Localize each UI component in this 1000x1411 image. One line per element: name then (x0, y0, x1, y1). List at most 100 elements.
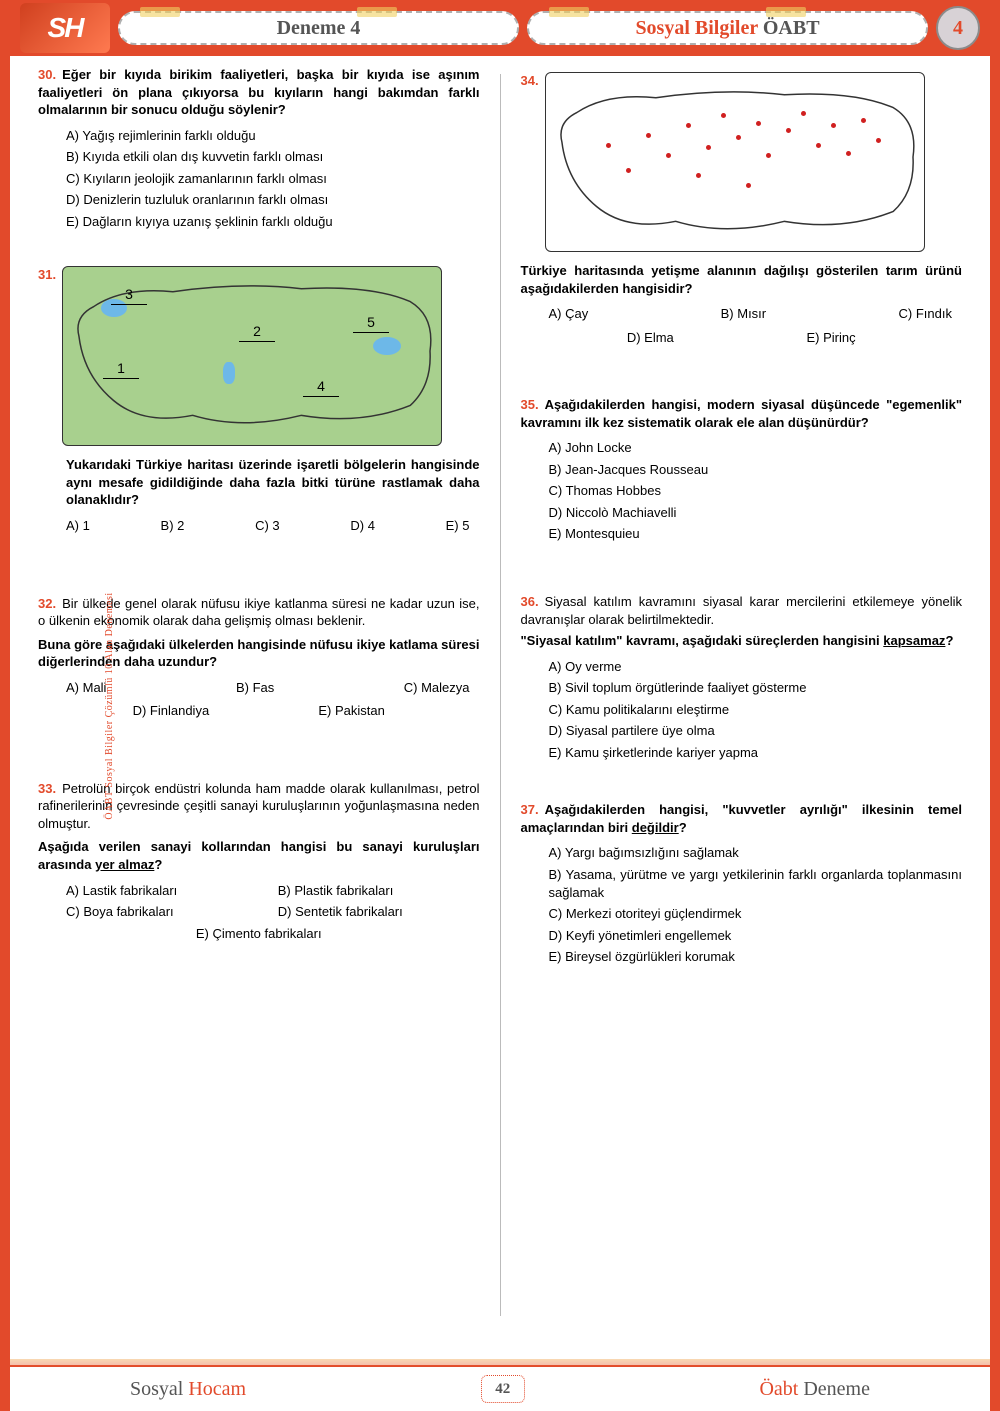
map-dot (626, 168, 631, 173)
logo: SH (20, 3, 110, 53)
options: A) Yargı bağımsızlığını sağlamak B) Yasa… (521, 844, 963, 965)
options-row: A) Çay B) Mısır C) Fındık (521, 305, 963, 323)
option-e: E) Montesquieu (549, 525, 963, 543)
question-37: 37. Aşağıdakilerden hangisi, "kuvvetler … (521, 801, 963, 965)
option-c: C) Boya fabrikaları (66, 903, 268, 921)
question-number: 30. (38, 66, 56, 84)
option-d: D) Siyasal partilere üye olma (549, 722, 963, 740)
question-34: 34. (521, 72, 963, 346)
option-c: C) Fındık (899, 305, 952, 323)
map-label-4: 4 (303, 377, 339, 397)
question-30: 30. Eğer bir kıyıda birikim faaliyetleri… (38, 66, 480, 230)
option-c: C) Merkezi otoriteyi güçlendirmek (549, 905, 963, 923)
map-dot (721, 113, 726, 118)
options-grid: A) Lastik fabrikaları B) Plastik fabrika… (38, 882, 480, 921)
option-a: A) Yargı bağımsızlığını sağlamak (549, 844, 963, 862)
exam-title: Deneme 4 (277, 17, 361, 40)
subject-title: Sosyal Bilgiler ÖABT (635, 17, 819, 40)
question-number: 34. (521, 72, 539, 90)
question-text: Aşağıdakilerden hangisi, modern siyasal … (521, 397, 963, 430)
option-d: D) Sentetik fabrikaları (278, 903, 480, 921)
question-text: Türkiye haritasında yetişme alanının dağ… (521, 263, 963, 296)
option-c: C) Malezya (404, 679, 470, 697)
footer-left: Sosyal Hocam (130, 1378, 246, 1401)
map-dot (831, 123, 836, 128)
option-a: A) Mali (66, 679, 106, 697)
map-dot (706, 145, 711, 150)
option-a: A) Çay (549, 305, 589, 323)
option-b: B) Kıyıda etkili olan dış kuvvetin farkl… (66, 148, 480, 166)
question-text: Aşağıdakilerden hangisi, "kuvvetler ayrı… (521, 802, 963, 835)
option-a: A) John Locke (549, 439, 963, 457)
question-number: 35. (521, 396, 539, 414)
header-pill-left: Deneme 4 (118, 11, 519, 45)
option-b: B) 2 (161, 517, 185, 535)
question-text: Aşağıda verilen sanayi kollarından hangi… (38, 839, 480, 872)
column-divider: ÖABT Sosyal Bilgiler Çözümlü 10 Alan Den… (500, 74, 501, 1316)
question-intro: Siyasal katılım kavramını siyasal karar … (521, 594, 963, 627)
exam-number-badge: 4 (936, 6, 980, 50)
option-e: E) 5 (446, 517, 470, 535)
map-label-5: 5 (353, 313, 389, 333)
question-text: Eğer bir kıyıda birikim faaliyetleri, ba… (38, 67, 480, 117)
option-b: B) Sivil toplum örgütlerinde faaliyet gö… (549, 679, 963, 697)
lake-icon (223, 362, 235, 384)
map-label-1: 1 (103, 359, 139, 379)
question-36: 36. Siyasal katılım kavramını siyasal ka… (521, 593, 963, 761)
options: A) John Locke B) Jean-Jacques Rousseau C… (521, 439, 963, 543)
subject-title-b: ÖABT (758, 17, 820, 39)
option-d: D) Niccolò Machiavelli (549, 504, 963, 522)
map-dot (736, 135, 741, 140)
option-e: E) Bireysel özgürlükleri korumak (549, 948, 963, 966)
option-d: D) Keyfi yönetimleri engellemek (549, 927, 963, 945)
map-dot (756, 121, 761, 126)
map-dot (766, 153, 771, 158)
option-b: B) Mısır (721, 305, 767, 323)
options-row: A) 1 B) 2 C) 3 D) 4 E) 5 (38, 517, 480, 535)
option-d: D) Denizlerin tuzluluk oranlarının farkl… (66, 191, 480, 209)
question-number: 33. (38, 780, 56, 798)
question-35: 35. Aşağıdakilerden hangisi, modern siya… (521, 396, 963, 543)
map-dot (801, 111, 806, 116)
option-c: C) Kıyıların jeolojik zamanlarının farkl… (66, 170, 480, 188)
map-dot (861, 118, 866, 123)
map-dot (846, 151, 851, 156)
question-text: Yukarıdaki Türkiye haritası üzerinde işa… (66, 457, 480, 507)
question-number: 31. (38, 266, 56, 284)
map-svg (546, 73, 924, 251)
map-dot (666, 153, 671, 158)
option-e: E) Pirinç (807, 329, 856, 347)
options: A) Oy verme B) Sivil toplum örgütlerinde… (521, 658, 963, 762)
option-d: D) 4 (350, 517, 375, 535)
question-text: "Siyasal katılım" kavramı, aşağıdaki sür… (521, 633, 954, 648)
subject-title-a: Sosyal Bilgiler (635, 17, 757, 39)
map-dot (646, 133, 651, 138)
map-dot (876, 138, 881, 143)
options-row: D) Elma E) Pirinç (521, 329, 963, 347)
option-d: D) Finlandiya (133, 702, 210, 720)
option-b: B) Fas (236, 679, 274, 697)
option-a: A) 1 (66, 517, 90, 535)
footer-wave (10, 1359, 990, 1367)
footer-inner: Sosyal Hocam 42 Öabt Deneme (10, 1367, 990, 1411)
option-e: E) Kamu şirketlerinde kariyer yapma (549, 744, 963, 762)
page-number: 42 (481, 1375, 525, 1403)
map-dot (606, 143, 611, 148)
option-c: C) Thomas Hobbes (549, 482, 963, 500)
map-label-2: 2 (239, 322, 275, 342)
question-number: 37. (521, 801, 539, 819)
content-area: 30. Eğer bir kıyıda birikim faaliyetleri… (10, 56, 990, 1356)
question-number: 32. (38, 595, 56, 613)
turkey-map-colored: 3 1 2 5 4 (62, 266, 442, 446)
question-31: 31. 3 1 2 5 4 Yukarıdaki Türkiye haritas… (38, 266, 480, 534)
option-b: B) Plastik fabrikaları (278, 882, 480, 900)
option-a: A) Oy verme (549, 658, 963, 676)
option-c: C) Kamu politikalarını eleştirme (549, 701, 963, 719)
header-pill-right: Sosyal Bilgiler ÖABT (527, 11, 928, 45)
map-dot (816, 143, 821, 148)
option-e: E) Çimento fabrikaları (38, 925, 480, 943)
map-dot (686, 123, 691, 128)
footer-right: Öabt Deneme (759, 1378, 870, 1401)
map-label-3: 3 (111, 285, 147, 305)
option-e: E) Pakistan (318, 702, 384, 720)
